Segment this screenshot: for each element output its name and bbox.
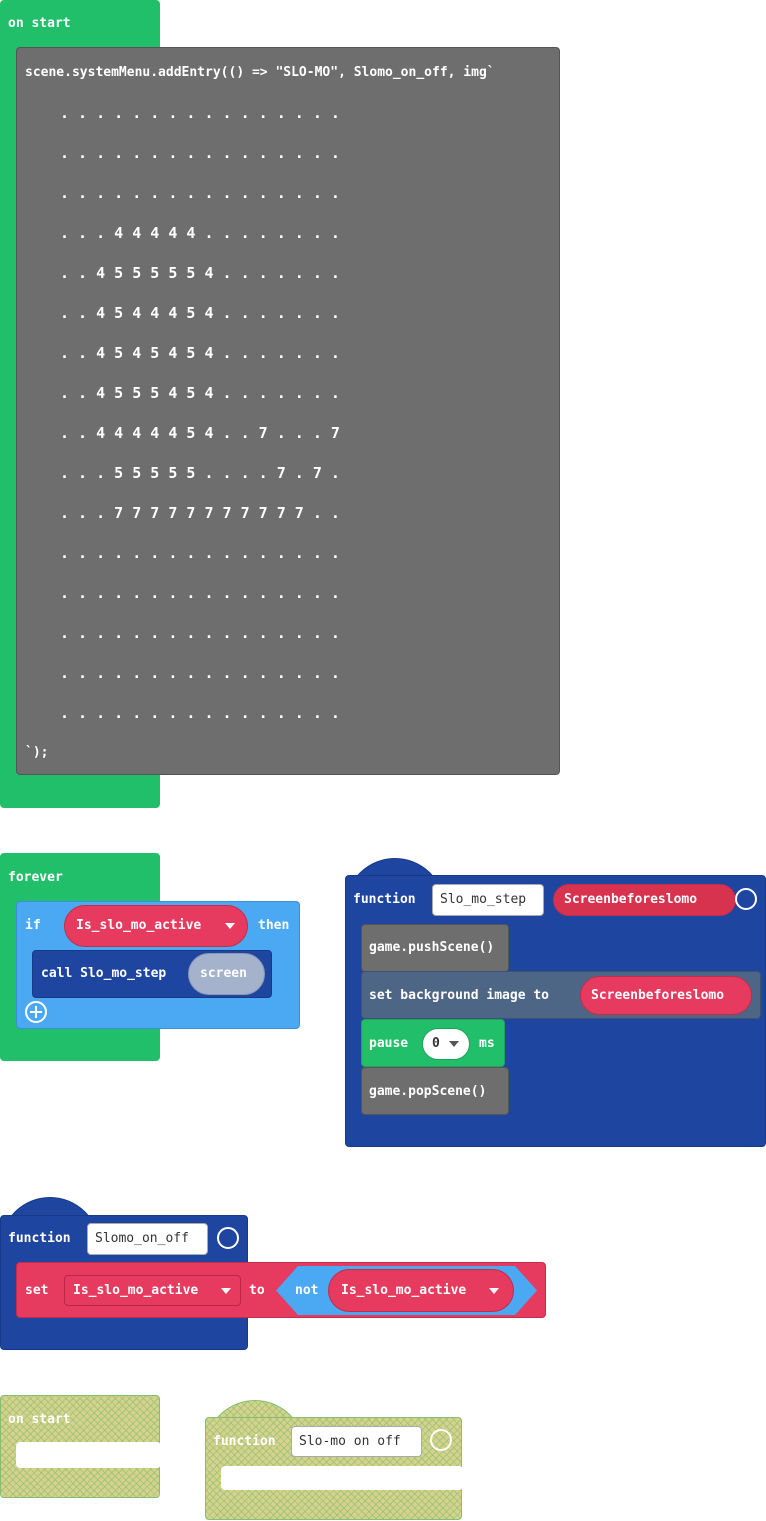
image-row: . . 4 5 4 5 4 5 4 . . . . . . . [60,344,340,362]
image-row: . . . . . . . . . . . . . . . . [60,664,340,682]
code-block[interactable] [16,47,560,775]
variable-name: Is_slo_mo_active [341,1283,467,1298]
add-button[interactable] [25,1001,47,1023]
collapse-button[interactable] [217,1227,239,1249]
keyword: then [258,918,290,933]
collapse-button[interactable] [430,1429,452,1451]
empty-slot [221,1466,463,1490]
param-name: Screenbeforeslomo [564,892,698,907]
code-text: game.popScene() [369,1084,487,1099]
dropdown-arrow [449,1041,459,1047]
dropdown-arrow [225,923,235,929]
image-row: . . . . . . . . . . . . . . . . [60,544,340,562]
variable-name: Is_slo_mo_active [73,1283,199,1298]
variable-dropdown[interactable] [64,1275,241,1306]
block-label: on start [8,1412,71,1427]
image-row: . . . . . . . . . . . . . . . . [60,104,340,122]
image-row: . . . 4 4 4 4 4 . . . . . . . . [60,224,340,242]
image-row: . . . . . . . . . . . . . . . . [60,624,340,642]
empty-slot [16,1442,161,1468]
code-text: ms [479,1036,495,1051]
param-pill[interactable] [553,884,736,916]
image-row: . . 4 5 5 5 5 5 4 . . . . . . . [60,264,340,282]
keyword: if [25,918,41,933]
variable-pill[interactable] [64,905,248,947]
plus-icon [35,1006,37,1018]
dropdown-arrow [221,1288,231,1294]
variable-pill[interactable] [580,976,752,1015]
code-text: pause [369,1036,409,1051]
variable-pill[interactable] [328,1269,514,1312]
image-row: . . . . . . . . . . . . . . . . [60,144,340,162]
function-name: Slo-mo on off [299,1434,401,1449]
keyword: not [295,1283,319,1298]
keyword: function [8,1231,71,1246]
image-row: . . . . . . . . . . . . . . . . [60,704,340,722]
code-text: set background image to [369,988,550,1003]
number-value: 0 [432,1036,440,1051]
collapse-button[interactable] [735,888,757,910]
name-field[interactable] [432,884,544,916]
code-text: game.pushScene() [369,940,495,955]
image-row: . . 4 5 4 4 4 5 4 . . . . . . . [60,304,340,322]
variable-name: Is_slo_mo_active [76,918,202,933]
number-field[interactable] [422,1028,470,1060]
dropdown-arrow [489,1288,499,1294]
variable-name: Screenbeforeslomo [591,988,725,1003]
keyword: to [249,1283,265,1298]
code-text: scene.systemMenu.addEntry(() => "SLO-MO"… [25,65,495,80]
image-row: . . . . . . . . . . . . . . . . [60,184,340,202]
name-field[interactable] [291,1426,422,1457]
image-row: . . . 7 7 7 7 7 7 7 7 7 7 7 . . [60,504,340,522]
statement-block[interactable] [361,924,509,972]
image-row: . . . . . . . . . . . . . . . . [60,584,340,602]
image-row: . . 4 4 4 4 4 5 4 . . 7 . . . 7 [60,424,340,442]
call-text: call Slo_mo_step [41,966,167,981]
code-text: `); [25,745,49,760]
keyword: set [25,1283,49,1298]
keyword: function [353,892,416,907]
keyword: function [213,1434,276,1449]
block-label: on start [8,16,71,31]
image-row: . . . 5 5 5 5 5 . . . . 7 . 7 . [60,464,340,482]
function-name: Slo_mo_step [440,892,527,907]
block-label: forever [8,870,63,885]
argument-pill[interactable] [188,953,265,995]
statement-block[interactable] [361,1067,509,1115]
name-field[interactable] [87,1223,208,1255]
function-name: Slomo_on_off [95,1231,189,1246]
argument: screen [200,966,247,981]
image-row: . . 4 5 5 5 4 5 4 . . . . . . . [60,384,340,402]
